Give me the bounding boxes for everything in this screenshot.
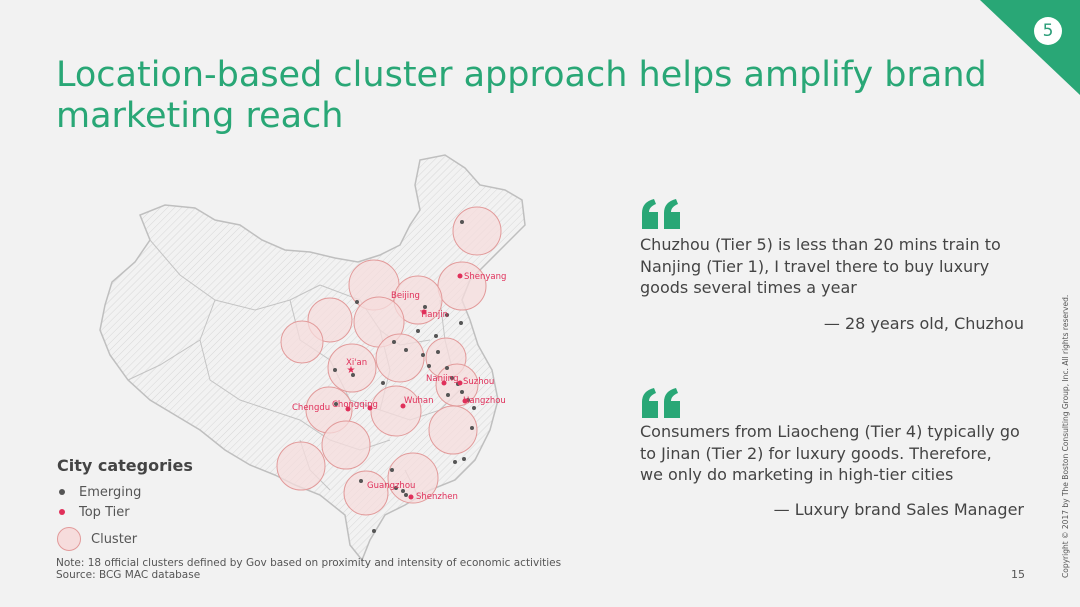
city-label-shenyang: Shenyang [464,272,506,282]
quote-1-line: Nanjing (Tier 1), I travel there to buy … [640,256,990,276]
quote-1-text: Chuzhou (Tier 5) is less than 20 mins tr… [640,234,1001,299]
city-label-chongqing: Chongqing [332,400,378,410]
quote-2-line: Consumers from Liaocheng (Tier 4) typica… [640,422,1020,441]
legend-emerging: Emerging [57,482,193,502]
footnote: Note: 18 official clusters defined by Go… [56,557,561,581]
china-cluster-map: ★ Shenyang Beijing Tianjin Xi'an Nanjing… [99,154,526,562]
emerging-dot-icon [59,489,65,495]
quote-1-attribution: — 28 years old, Chuzhou [823,314,1024,333]
city-label-hangzhou: Hangzhou [463,396,506,406]
quote-mark-icon [642,388,680,418]
legend-title: City categories [57,456,193,475]
note-text: Note: 18 official clusters defined by Go… [56,557,562,569]
quote-2-attribution: — Luxury brand Sales Manager [773,500,1024,519]
quote-mark-icon [642,199,680,229]
legend: City categories Emerging Top Tier Cluste… [57,456,193,552]
city-label-tianjin: Tianjin [419,310,448,320]
copyright-text: Copyright © 2017 by The Boston Consultin… [1061,294,1070,578]
legend-emerging-label: Emerging [79,484,142,500]
city-label-suzhou: Suzhou [463,377,494,387]
city-label-chengdu: Chengdu [292,403,330,413]
top-tier-city-dots: ★ [345,273,468,500]
city-label-wuhan: Wuhan [404,396,433,406]
city-label-shenzhen: Shenzhen [416,492,458,502]
source-text: Source: BCG MAC database [56,569,201,581]
city-label-guangzhou: Guangzhou [367,481,415,491]
footer-page-number: 15 [1011,568,1025,581]
quote-2-line: we only do marketing in high-tier cities [640,465,954,484]
page-number-badge: 5 [1034,17,1062,45]
quote-2-text: Consumers from Liaocheng (Tier 4) typica… [640,421,1020,486]
top-tier-dot-icon [59,509,65,515]
page-title: Location-based cluster approach helps am… [56,55,987,136]
city-label-xian: Xi'an [346,358,367,368]
emerging-city-dots [333,220,476,533]
city-label-beijing: Beijing [391,291,420,301]
quote-1-line: goods several times a year [640,278,857,297]
capital-star-icon: ★ [347,365,356,376]
legend-cluster: Cluster [57,526,193,552]
legend-top-tier-label: Top Tier [79,504,130,520]
city-label-nanjing: Nanjing [426,374,458,384]
legend-top-tier: Top Tier [57,502,193,522]
cluster-circle-icon [57,527,81,551]
quote-2-line: to Jinan (Tier 2) for luxury goods. Ther… [640,443,992,463]
quote-1-line: Chuzhou (Tier 5) is less than 20 mins tr… [640,235,1001,254]
legend-cluster-label: Cluster [91,531,138,547]
